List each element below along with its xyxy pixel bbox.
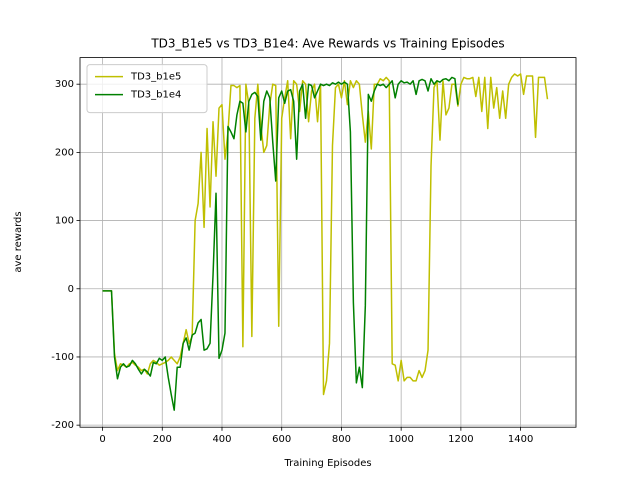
legend-label: TD3_b1e4 [130, 90, 181, 101]
y-axis-label: ave rewards [13, 211, 24, 272]
x-axis-label: Training Episodes [283, 458, 371, 469]
legend-label: TD3_b1e5 [130, 72, 181, 83]
y-tick-label: 300 [55, 79, 74, 90]
legend: TD3_b1e5 TD3_b1e4 [86, 64, 208, 114]
chart-title: TD3_B1e5 vs TD3_B1e4: Ave Rewards vs Tra… [150, 37, 504, 51]
x-tick-label: 800 [332, 434, 351, 445]
y-tick-label: 200 [55, 147, 74, 158]
plot-frame [79, 57, 577, 428]
x-tick-label: 1200 [448, 434, 473, 445]
x-tick-label: 600 [272, 434, 291, 445]
series-line [102, 76, 459, 411]
x-tick-label: 400 [212, 434, 231, 445]
x-tick-label: 1400 [508, 434, 533, 445]
y-tick-label: 100 [55, 216, 74, 227]
y-tick-label: 0 [68, 284, 74, 295]
x-tick-label: 1000 [388, 434, 413, 445]
x-tick-label: 0 [99, 434, 105, 445]
y-tick-label: -100 [51, 352, 74, 363]
y-tick-label: -200 [51, 420, 74, 431]
x-tick-label: 200 [153, 434, 172, 445]
series-line [102, 73, 549, 396]
